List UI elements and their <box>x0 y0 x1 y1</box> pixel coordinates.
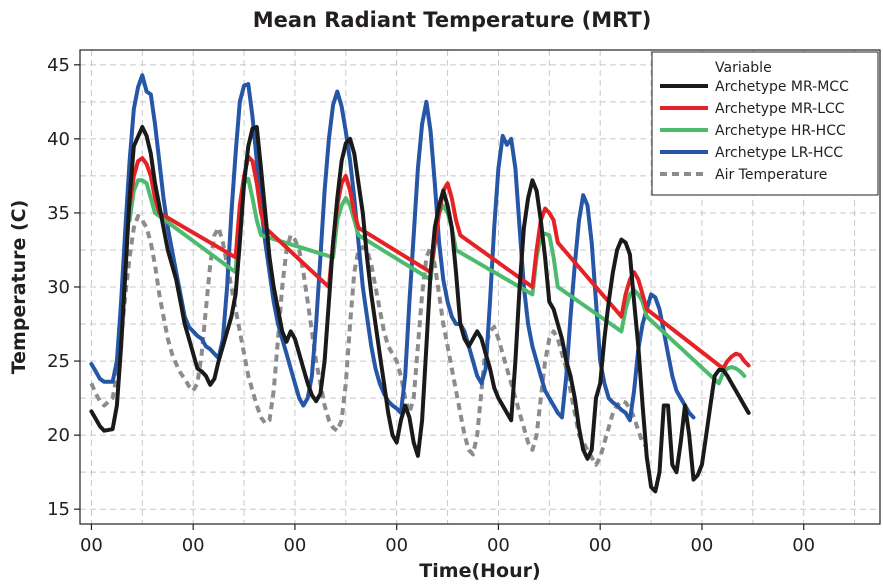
legend-entry-label: Archetype MR-LCC <box>715 101 845 117</box>
legend: Variable Archetype MR-MCC Archetype MR-LC… <box>651 51 879 196</box>
y-tick-label: 30 <box>47 277 70 298</box>
legend-entry-label: Archetype LR-HCC <box>715 145 843 161</box>
legend-entry-label: Archetype MR-MCC <box>715 79 849 95</box>
x-tick-label: 00 <box>283 535 306 556</box>
chart-title: Mean Radiant Temperature (MRT) <box>253 8 652 32</box>
legend-entry-label: Air Temperature <box>715 167 827 183</box>
y-tick-label: 25 <box>47 351 70 372</box>
y-tick-label: 15 <box>47 499 70 520</box>
y-axis-ticks: 15 20 25 30 35 40 45 <box>47 55 80 520</box>
series-line-archetype-mr-mcc <box>89 125 751 494</box>
x-tick-label: 00 <box>792 535 815 556</box>
y-axis-label: Temperature (C) <box>8 200 30 375</box>
x-tick-label: 00 <box>589 535 612 556</box>
x-tick-label: 00 <box>182 535 205 556</box>
x-axis-label: Time(Hour) <box>419 560 540 582</box>
y-tick-label: 45 <box>47 55 70 76</box>
legend-box <box>651 51 879 196</box>
x-axis-ticks: 00 00 00 00 00 00 00 00 <box>80 524 815 556</box>
x-tick-label: 00 <box>80 535 103 556</box>
legend-entry-label: Archetype HR-HCC <box>715 123 846 139</box>
y-tick-label: 20 <box>47 425 70 446</box>
series-lines <box>89 73 751 494</box>
x-tick-label: 00 <box>385 535 408 556</box>
x-tick-label: 00 <box>690 535 713 556</box>
y-tick-label: 40 <box>47 129 70 150</box>
legend-title: Variable <box>715 60 772 76</box>
x-tick-label: 00 <box>487 535 510 556</box>
y-tick-label: 35 <box>47 203 70 224</box>
series-line-air-temperature <box>89 213 649 467</box>
series-line-archetype-lr-hcc <box>89 73 696 423</box>
